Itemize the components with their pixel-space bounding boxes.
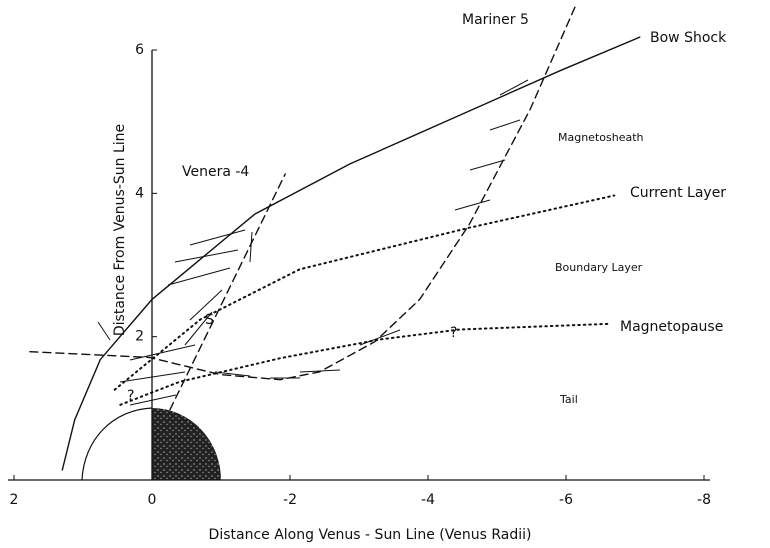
series-label: Venera -4	[182, 164, 249, 180]
x-axis-label: Distance Along Venus - Sun Line (Venus R…	[209, 527, 532, 543]
y-axis-label: Distance From Venus-Sun Line	[112, 124, 128, 336]
x-tick-label: -2	[283, 492, 297, 508]
annotation: S	[205, 312, 214, 328]
y-tick-label: 2	[135, 329, 144, 345]
annotation: Magnetosheath	[558, 131, 644, 144]
x-tick-label: 0	[148, 492, 157, 508]
series-line	[29, 6, 576, 381]
field-vectors	[97, 79, 529, 406]
x-tick-label: -6	[559, 492, 573, 508]
series-line	[61, 36, 641, 471]
series-line	[169, 173, 286, 411]
y-tick-label: 6	[135, 42, 144, 58]
venus-outline	[81, 407, 153, 481]
series-label: Bow Shock	[650, 30, 727, 46]
series-label: Mariner 5	[462, 12, 529, 28]
x-tick-label: -4	[421, 492, 435, 508]
series-label: Magnetopause	[620, 319, 723, 335]
series-line	[119, 322, 612, 406]
x-tick-label: -8	[697, 492, 711, 508]
annotation: ?	[127, 388, 134, 404]
x-tick-label: 2	[10, 492, 19, 508]
y-tick-label: 4	[135, 185, 144, 201]
series-line	[113, 194, 616, 391]
annotation: Boundary Layer	[555, 261, 643, 274]
venus-disk	[152, 408, 221, 480]
annotation: Tail	[559, 393, 578, 406]
series-label: Current Layer	[630, 185, 726, 201]
annotation: ?	[450, 325, 457, 341]
